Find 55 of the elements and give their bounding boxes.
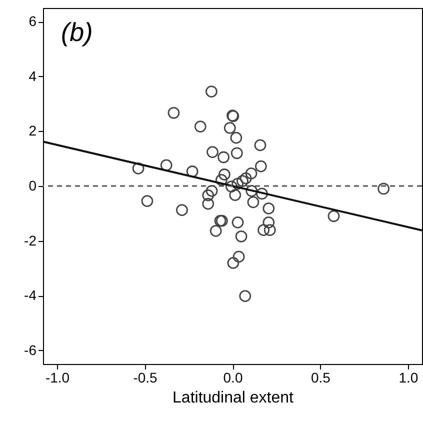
point [328,210,340,222]
point [247,196,260,208]
y-tick-label: 0 [28,178,37,194]
x-tick-label: -0.5 [133,370,158,386]
x-tick-label: -1.0 [45,370,70,386]
point [186,166,198,178]
y-tick-label: -2 [24,232,37,248]
point [245,167,258,180]
point [206,146,218,158]
point [254,139,266,152]
annotation: (b) [61,17,93,47]
point [230,132,242,144]
point [254,160,267,172]
point [239,290,252,302]
point [141,195,154,207]
point [160,159,172,172]
point [232,250,245,263]
y-tick-label: 4 [28,68,37,84]
point [235,230,248,242]
point [206,184,218,197]
point [202,198,214,210]
x-tick-label: 1.0 [398,370,418,386]
point [262,202,275,214]
point [206,86,218,98]
x-tick-label: 0.5 [310,370,331,386]
point [256,188,268,200]
point [232,178,244,190]
point [378,182,390,195]
point [224,122,236,134]
point [218,168,230,180]
point [229,189,242,201]
point [264,224,276,236]
point [232,216,244,228]
point [262,216,275,228]
y-tick-label: -4 [24,287,37,304]
point [210,224,222,237]
y-tick-label: 6 [28,13,37,30]
point [246,184,258,197]
x-axis-title: Latitudinal extent [172,390,294,406]
point [194,120,206,133]
point [230,147,243,160]
point [216,174,228,186]
point [202,189,214,202]
point [236,175,248,188]
y-tick-label: 2 [28,122,37,139]
point [227,257,240,269]
point [226,180,238,192]
point [168,106,180,119]
y-tick-label: -6 [24,342,37,358]
x-tick-label: 0.0 [223,370,243,386]
point [176,204,188,216]
point [132,162,144,174]
point [258,224,270,236]
point [218,151,230,164]
point [240,172,252,184]
